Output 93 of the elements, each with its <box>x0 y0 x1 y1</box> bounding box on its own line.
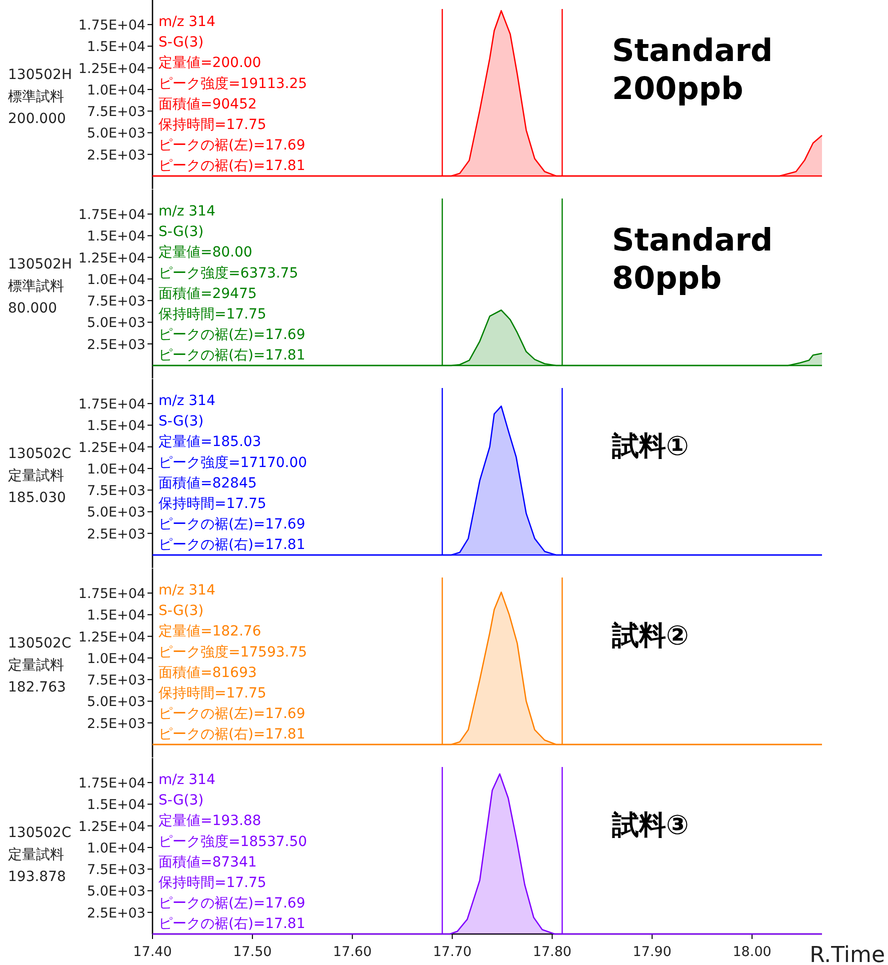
x-tick-label: 17.40 <box>133 944 172 960</box>
y-tick-label: 1.5E+04 <box>87 39 146 56</box>
annotation: 試料③ <box>611 810 689 841</box>
annotation: 定量値=80.00 <box>158 244 252 261</box>
annotation: 面積値=90452 <box>158 96 257 112</box>
y-axis-title: 130502C 定量試料 193.878 <box>8 825 72 885</box>
annotation: ピーク強度=18537.50 <box>158 834 308 850</box>
x-tick-label: 17.90 <box>632 944 672 960</box>
annotation: Standard 80ppb <box>612 222 773 296</box>
annotation: m/z 314 <box>158 582 216 598</box>
y-tick-label: 5.0E+03 <box>87 694 146 710</box>
y-tick-label: 2.5E+03 <box>87 526 146 542</box>
y-tick-label: 1.25E+04 <box>78 60 146 77</box>
y-tick-label: 1.5E+04 <box>87 797 146 814</box>
annotation: ピークの裾(左)=17.69 <box>158 896 306 912</box>
annotation: ピークの裾(左)=17.69 <box>158 327 306 344</box>
annotation: 試料① <box>611 431 689 462</box>
annotation: 保持時間=17.75 <box>158 686 266 702</box>
annotation: S-G(3) <box>158 603 204 620</box>
annotation: 面積値=87341 <box>158 854 257 870</box>
y-tick-label: 1.5E+04 <box>87 418 146 434</box>
y-axis-title: 130502C 定量試料 182.763 <box>8 636 72 696</box>
y-tick-label: 2.5E+03 <box>87 905 146 922</box>
annotation: ピークの裾(右)=17.81 <box>158 158 306 174</box>
annotation: 保持時間=17.75 <box>158 496 266 512</box>
y-tick-label: 1.25E+04 <box>78 629 146 646</box>
x-axis-title: R.Time <box>810 943 885 965</box>
x-tick-label: 17.50 <box>233 944 272 960</box>
annotation: 面積値=81693 <box>158 664 257 681</box>
y-tick-label: 1.75E+04 <box>78 586 146 602</box>
annotation: ピークの裾(右)=17.81 <box>158 916 306 932</box>
annotation: Standard 200ppb <box>612 33 773 107</box>
y-tick-label: 7.5E+03 <box>87 483 146 500</box>
annotation: m/z 314 <box>158 772 216 788</box>
annotation: 定量値=182.76 <box>158 624 262 640</box>
annotation: ピーク強度=19113.25 <box>158 76 308 92</box>
annotation: 面積値=29475 <box>158 286 257 302</box>
y-tick-label: 1.75E+04 <box>78 18 146 34</box>
x-tick-label: 17.80 <box>532 944 572 960</box>
annotation: m/z 314 <box>158 393 216 409</box>
annotation: ピークの裾(左)=17.69 <box>158 138 306 154</box>
y-tick-label: 1.75E+04 <box>78 396 146 413</box>
annotation: 定量値=185.03 <box>158 434 262 450</box>
x-tick-label: 17.70 <box>432 944 472 960</box>
annotation: S-G(3) <box>158 224 204 240</box>
y-tick-label: 1.25E+04 <box>78 250 146 266</box>
annotation: m/z 314 <box>158 204 216 220</box>
y-tick-label: 1.5E+04 <box>87 228 146 245</box>
y-tick-label: 5.0E+03 <box>87 504 146 521</box>
y-tick-label: 7.5E+03 <box>87 104 146 120</box>
y-axis-title: 130502H 標準試料 80.000 <box>8 256 72 316</box>
y-axis-title: 130502C 定量試料 185.030 <box>8 446 72 506</box>
y-tick-label: 5.0E+03 <box>87 884 146 900</box>
y-tick-label: 2.5E+03 <box>87 336 146 353</box>
y-tick-label: 1.0E+04 <box>87 82 146 98</box>
annotation: ピークの裾(左)=17.69 <box>158 706 306 722</box>
y-tick-label: 1.0E+04 <box>87 650 146 667</box>
y-tick-label: 1.25E+04 <box>78 818 146 835</box>
y-tick-label: 1.5E+04 <box>87 608 146 624</box>
annotation: 面積値=82845 <box>158 475 257 492</box>
annotation: ピークの裾(右)=17.81 <box>158 537 306 554</box>
annotation: ピークの裾(右)=17.81 <box>158 726 306 743</box>
y-tick-label: 7.5E+03 <box>87 672 146 689</box>
y-tick-label: 1.75E+04 <box>78 207 146 224</box>
annotation: 定量値=200.00 <box>158 55 262 72</box>
y-tick-label: 1.25E+04 <box>78 440 146 456</box>
y-tick-label: 5.0E+03 <box>87 315 146 332</box>
annotation: 保持時間=17.75 <box>158 306 266 322</box>
y-tick-label: 7.5E+03 <box>87 862 146 878</box>
annotation: 保持時間=17.75 <box>158 875 266 891</box>
annotation: S-G(3) <box>158 34 204 51</box>
y-tick-label: 1.0E+04 <box>87 461 146 478</box>
annotation: S-G(3) <box>158 792 204 809</box>
annotation: 保持時間=17.75 <box>158 117 266 133</box>
annotation: ピーク強度=6373.75 <box>158 265 298 282</box>
y-tick-label: 7.5E+03 <box>87 294 146 310</box>
annotation: ピーク強度=17593.75 <box>158 644 308 660</box>
y-tick-label: 1.0E+04 <box>87 272 146 288</box>
annotation: ピークの裾(左)=17.69 <box>158 516 306 533</box>
annotation: ピーク強度=17170.00 <box>158 454 308 471</box>
x-tick-label: 18.00 <box>732 944 772 960</box>
y-tick-label: 2.5E+03 <box>87 147 146 164</box>
y-tick-label: 5.0E+03 <box>87 126 146 142</box>
annotation: S-G(3) <box>158 414 204 430</box>
y-axis-title: 130502H 標準試料 200.000 <box>8 67 72 127</box>
annotation: 定量値=193.88 <box>158 813 262 830</box>
annotation: m/z 314 <box>158 14 216 30</box>
y-tick-label: 1.75E+04 <box>78 776 146 792</box>
y-tick-label: 2.5E+03 <box>87 716 146 732</box>
annotation: ピークの裾(右)=17.81 <box>158 348 306 364</box>
x-tick-label: 17.60 <box>333 944 372 960</box>
y-tick-label: 1.0E+04 <box>87 840 146 856</box>
annotation: 試料② <box>611 620 689 652</box>
